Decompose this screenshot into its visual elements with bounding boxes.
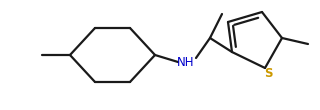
Text: NH: NH	[177, 56, 195, 69]
Text: S: S	[264, 67, 272, 80]
